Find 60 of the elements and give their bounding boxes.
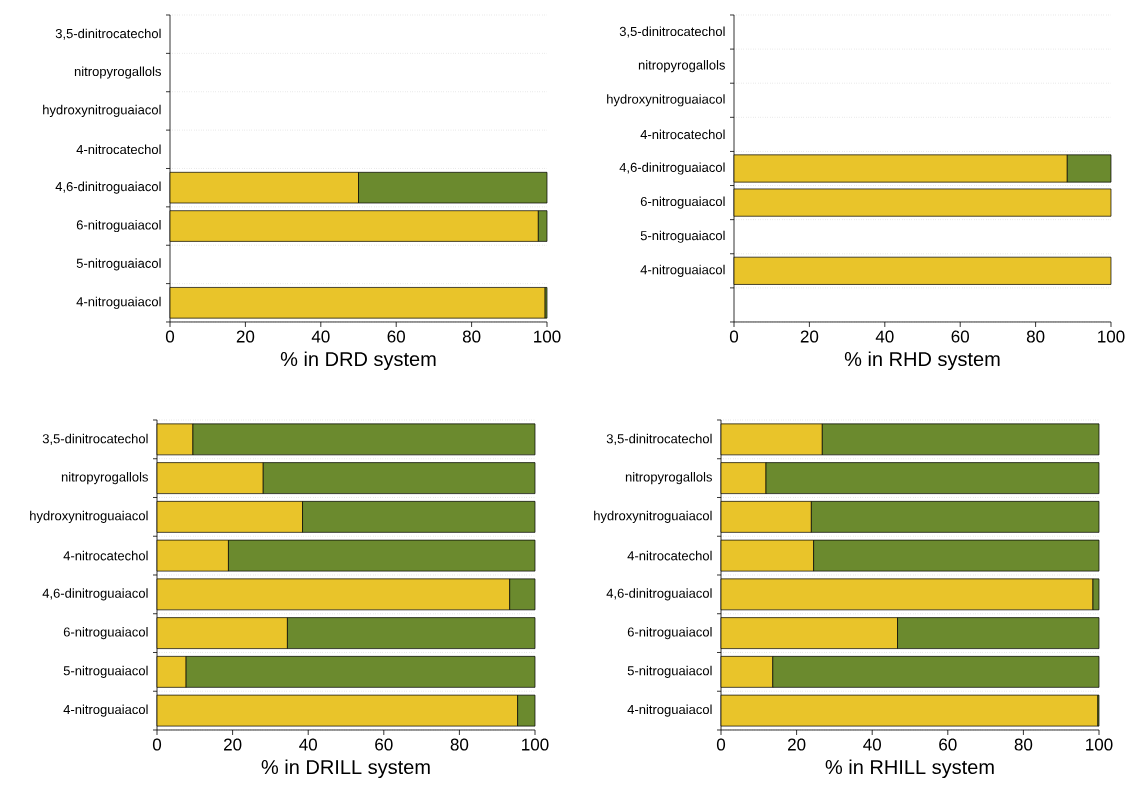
x-tick-label: 60 bbox=[939, 738, 957, 751]
y-tick-label: 4,6-dinitroguaiacol bbox=[42, 588, 148, 601]
x-tick-label: 80 bbox=[1014, 738, 1033, 751]
x-tick-label: 40 bbox=[311, 330, 330, 343]
x-tick-label: 80 bbox=[1026, 330, 1045, 343]
y-tick-label: hydroxynitroguaiacol bbox=[594, 510, 712, 523]
x-tick-label: 100 bbox=[1086, 738, 1113, 751]
y-tick-label: hydroxynitroguaiacol bbox=[43, 104, 161, 117]
y-tick-label: 4,6-dinitroguaiacol bbox=[619, 162, 725, 175]
x-tick-label: 80 bbox=[462, 330, 481, 343]
y-tick-label: nitropyrogallols bbox=[638, 60, 725, 73]
y-tick-label: 5-nitroguaiacol bbox=[627, 665, 712, 678]
y-tick-label: 4,6-dinitroguaiacol bbox=[55, 181, 161, 194]
x-tick-label: 60 bbox=[951, 330, 969, 343]
y-tick-label: 4-nitrocatechol bbox=[640, 129, 725, 140]
x-axis-title: % in RHILL system bbox=[825, 759, 994, 779]
y-tick-label: nitropyrogallols bbox=[625, 472, 712, 485]
y-tick-label: nitropyrogallols bbox=[61, 472, 148, 485]
x-tick-label: 0 bbox=[165, 330, 175, 343]
x-tick-label: 40 bbox=[875, 330, 894, 343]
y-tick-label: 5-nitroguaiacol bbox=[63, 665, 148, 678]
x-axis-title: % in DRILL system bbox=[261, 759, 430, 779]
x-tick-label: 100 bbox=[534, 330, 561, 343]
x-tick-label: 20 bbox=[800, 330, 819, 343]
x-tick-label: 40 bbox=[863, 738, 881, 751]
x-tick-label: 20 bbox=[788, 738, 806, 751]
y-tick-label: 6-nitroguaiacol bbox=[76, 219, 161, 233]
y-tick-label: 6-nitroguaiacol bbox=[640, 196, 725, 209]
x-tick-label: 40 bbox=[299, 738, 317, 751]
x-axis-title: % in DRD system bbox=[280, 351, 436, 371]
x-axis-title: % in RHD system bbox=[844, 351, 1000, 371]
y-tick-label: 4-nitroguaiacol bbox=[640, 264, 725, 277]
y-tick-label: nitropyrogallols bbox=[74, 66, 161, 79]
y-tick-label: 3,5-dinitrocatechol bbox=[619, 26, 725, 38]
y-tick-label: 5-nitroguaiacol bbox=[640, 230, 725, 243]
y-tick-label: 5-nitroguaiacol bbox=[76, 258, 161, 271]
x-tick-label: 100 bbox=[1098, 330, 1125, 343]
y-tick-label: hydroxynitroguaiacol bbox=[607, 94, 725, 107]
x-tick-label: 100 bbox=[522, 738, 549, 751]
y-tick-label: 4-nitrocatechol bbox=[63, 550, 148, 561]
x-tick-label: 0 bbox=[716, 738, 726, 751]
y-tick-label: 4-nitroguaiacol bbox=[63, 704, 148, 717]
y-tick-label: 4-nitrocatechol bbox=[627, 550, 712, 561]
y-tick-label: 4,6-dinitroguaiacol bbox=[606, 588, 712, 601]
y-tick-label: 3,5-dinitrocatechol bbox=[55, 28, 161, 40]
x-tick-label: 0 bbox=[729, 330, 739, 343]
y-tick-label: 4-nitroguaiacol bbox=[76, 296, 161, 309]
y-tick-label: 6-nitroguaiacol bbox=[627, 627, 712, 640]
x-tick-label: 80 bbox=[450, 738, 469, 751]
x-tick-label: 20 bbox=[236, 330, 255, 343]
y-tick-label: 6-nitroguaiacol bbox=[63, 627, 148, 640]
x-tick-label: 20 bbox=[224, 738, 242, 751]
y-tick-label: 3,5-dinitrocatechol bbox=[42, 433, 148, 445]
y-tick-label: 3,5-dinitrocatechol bbox=[606, 433, 712, 445]
x-tick-label: 0 bbox=[152, 738, 162, 751]
y-tick-label: 4-nitroguaiacol bbox=[627, 704, 712, 717]
y-tick-label: hydroxynitroguaiacol bbox=[30, 510, 148, 523]
x-tick-label: 60 bbox=[375, 738, 393, 751]
y-tick-label: 4-nitrocatechol bbox=[76, 144, 161, 155]
x-tick-label: 60 bbox=[387, 330, 405, 343]
